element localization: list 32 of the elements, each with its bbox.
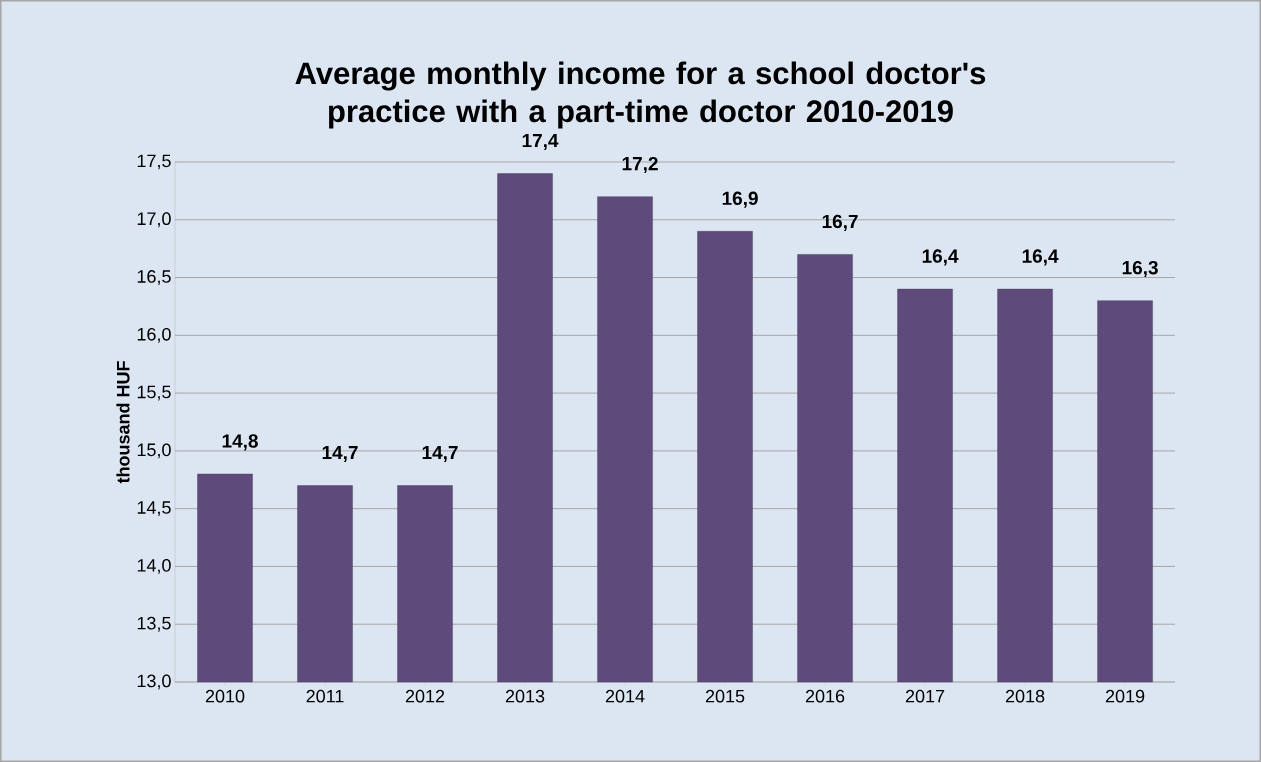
- data-label: 16,4: [922, 249, 959, 266]
- y-axis-title: thousand HUF: [116, 361, 130, 484]
- data-label: 17,4: [522, 134, 559, 150]
- y-tick-label: 17,5: [137, 154, 171, 170]
- data-label: 14,8: [222, 434, 258, 451]
- data-label: 16,9: [722, 191, 758, 208]
- data-label: 16,3: [1122, 260, 1158, 278]
- x-tick-label: 2011: [306, 689, 344, 703]
- y-tick-label: 16,5: [137, 270, 171, 285]
- y-tick-label: 16,0: [137, 327, 171, 343]
- x-tick-label: 2010: [205, 689, 245, 703]
- x-tick-label: 2016: [805, 689, 845, 703]
- y-tick-label: 15,5: [137, 385, 171, 401]
- x-tick-label: 2013: [505, 689, 545, 703]
- x-tick-label: 2018: [1005, 689, 1045, 703]
- y-tick-label: 13,0: [137, 674, 171, 690]
- y-tick-label: 17,0: [137, 212, 171, 228]
- data-label: 14,7: [322, 446, 358, 462]
- y-tick-label: 15,0: [137, 443, 171, 459]
- y-tick-label: 13,5: [137, 616, 171, 632]
- y-tick-label: 14,5: [137, 501, 171, 516]
- x-tick-label: 2017: [905, 689, 945, 703]
- y-tick-label: 14,0: [137, 558, 171, 574]
- x-tick-label: 2014: [605, 689, 645, 703]
- data-label: 14,7: [422, 446, 458, 462]
- x-tick-label: 2012: [405, 689, 445, 703]
- data-label: 16,4: [1022, 249, 1059, 266]
- data-label: 17,2: [622, 156, 658, 174]
- data-label: 16,7: [822, 214, 858, 231]
- chart-title: Average monthly income for a school doctor's practice with a part-time doctor 2010-2019: [295, 61, 986, 129]
- x-tick-label: 2015: [705, 689, 745, 703]
- x-tick-label: 2019: [1105, 689, 1145, 703]
